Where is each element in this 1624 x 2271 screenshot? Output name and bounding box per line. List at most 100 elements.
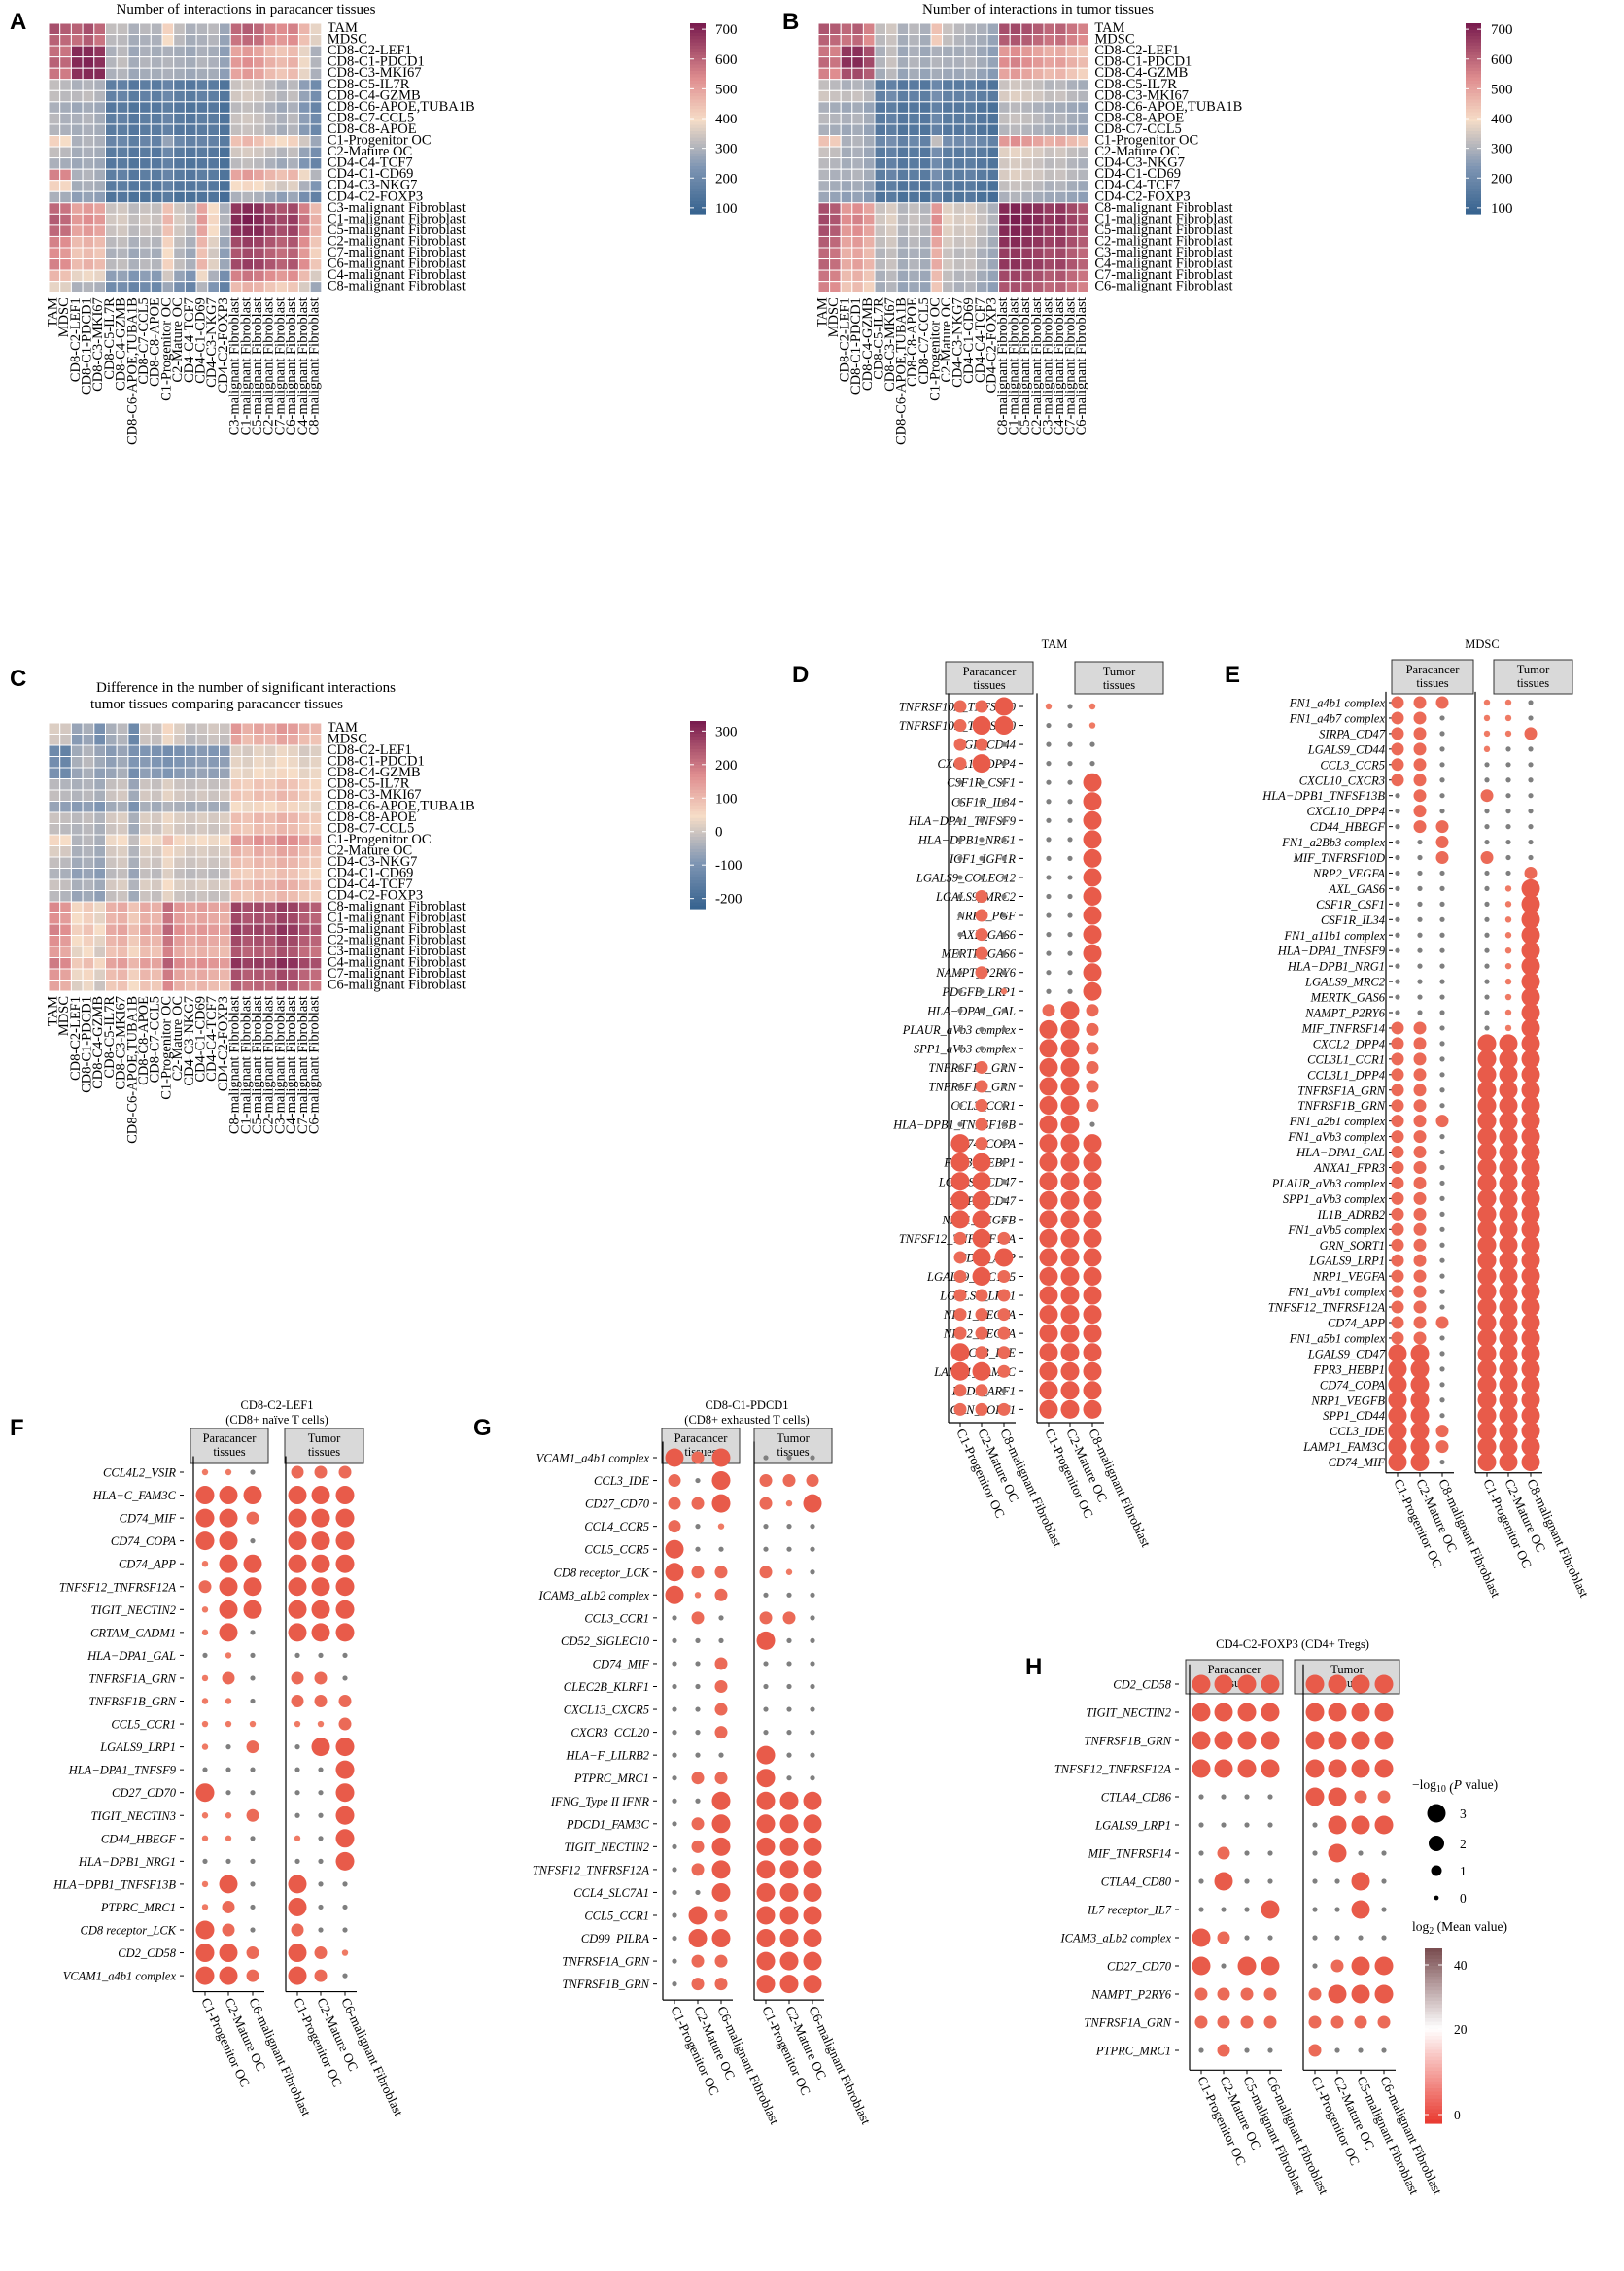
dot (1435, 1115, 1449, 1128)
dot (1377, 1790, 1391, 1804)
dot (695, 1546, 701, 1552)
heatmap-cell (851, 101, 864, 114)
heatmap-cell (287, 281, 299, 293)
heatmap-cell (59, 146, 72, 159)
row-label: C4-malignant Fibroblast (328, 954, 466, 970)
heatmap-cell (173, 123, 186, 136)
dot (1001, 932, 1007, 938)
heatmap-cell (952, 56, 966, 69)
heatmap-cell (82, 834, 95, 846)
heatmap-cell (59, 213, 72, 226)
heatmap-cell (930, 123, 944, 136)
dot (1351, 1731, 1370, 1750)
dot (1435, 851, 1449, 864)
colorbar-segment (1466, 102, 1481, 107)
heatmap-cell (48, 157, 61, 170)
heatmap-cell (840, 67, 853, 81)
dot (782, 1474, 796, 1488)
heatmap-cell (173, 22, 186, 36)
dot (1391, 1146, 1404, 1159)
heatmap-cell (1031, 168, 1045, 182)
column-label: CD4-C2-FOXP3 (216, 297, 231, 393)
heatmap-cell (297, 190, 311, 204)
column-label: CD8-C3-MKI67 (114, 996, 129, 1090)
heatmap-cell (964, 34, 977, 47)
colorbar-segment (1466, 153, 1481, 157)
heatmap-cell (93, 722, 107, 735)
heatmap-cell (918, 34, 932, 47)
row-label: C2-malignant Fibroblast (328, 932, 466, 947)
facet-strip-label: Tumor (777, 1431, 810, 1445)
heatmap-cell (70, 968, 84, 981)
dot (718, 1752, 724, 1758)
dot (1060, 1381, 1080, 1400)
heatmap-cell (918, 258, 932, 271)
dot (219, 1623, 238, 1642)
heatmap-cell (229, 744, 243, 757)
heatmap-cell (150, 135, 163, 148)
heatmap-cell (127, 968, 141, 981)
heatmap-cell (930, 56, 944, 69)
colorbar-segment (1466, 207, 1481, 212)
dot (1354, 1790, 1367, 1804)
dot (1504, 978, 1512, 985)
heatmap-cell (161, 767, 175, 779)
column-label: C1-malignant Fibroblast (1007, 297, 1022, 435)
heatmap-cell (116, 79, 129, 91)
colorbar-segment (690, 77, 706, 82)
dot (1499, 1127, 1518, 1147)
dot (1001, 950, 1007, 956)
heatmap-cell (964, 56, 977, 69)
column-label: C8-malignant Fibroblast (307, 297, 323, 435)
heatmap-cell (263, 45, 277, 58)
heatmap-cell (241, 968, 255, 981)
row-label: CCL5_CCR1 (111, 1718, 176, 1732)
dot (201, 1904, 209, 1910)
dot (1435, 1316, 1449, 1329)
heatmap-cell (241, 801, 255, 813)
heatmap-cell (93, 235, 107, 249)
dot (250, 1858, 256, 1864)
dot (1484, 947, 1490, 953)
heatmap-cell (150, 811, 163, 824)
heatmap-cell (998, 22, 1011, 36)
colorbar-segment (1466, 137, 1481, 142)
colorbar-segment (1466, 210, 1481, 215)
heatmap-cell (297, 767, 311, 779)
dot (1521, 956, 1540, 976)
heatmap-cell (817, 202, 831, 215)
heatmap-cell (885, 202, 898, 215)
heatmap-cell (93, 247, 107, 260)
heatmap-cell (1043, 235, 1056, 249)
heatmap-cell (817, 56, 831, 69)
heatmap-cell (219, 56, 231, 69)
heatmap-cell (287, 146, 299, 159)
dot (1391, 1161, 1404, 1174)
heatmap-cell (93, 845, 107, 858)
colorbar-segment (1466, 144, 1481, 148)
heatmap-cell (150, 45, 163, 58)
dot (714, 1657, 728, 1670)
heatmap-cell (93, 734, 107, 746)
colorbar-segment (1466, 67, 1481, 72)
dot (201, 1561, 209, 1567)
heatmap-cell (195, 890, 209, 903)
heatmap-cell (116, 801, 129, 813)
dot (1388, 1359, 1407, 1379)
dot (1528, 809, 1534, 814)
dot (672, 1981, 677, 1987)
heatmap-cell (207, 22, 221, 36)
dot (1504, 901, 1512, 908)
heatmap-cell (930, 112, 944, 125)
column-label: C7-malignant Fibroblast (295, 996, 311, 1134)
row-label: CD8-C1-PDCD1 (328, 54, 425, 70)
dot (1391, 711, 1404, 725)
dot (1417, 1010, 1423, 1015)
heatmap-cell (287, 89, 299, 103)
heatmap-cell (975, 247, 988, 260)
heatmap-cell (1020, 34, 1033, 47)
heatmap-cell (998, 112, 1011, 125)
dot (1484, 809, 1490, 814)
heatmap-cell (229, 213, 243, 226)
heatmap-cell (840, 269, 853, 283)
